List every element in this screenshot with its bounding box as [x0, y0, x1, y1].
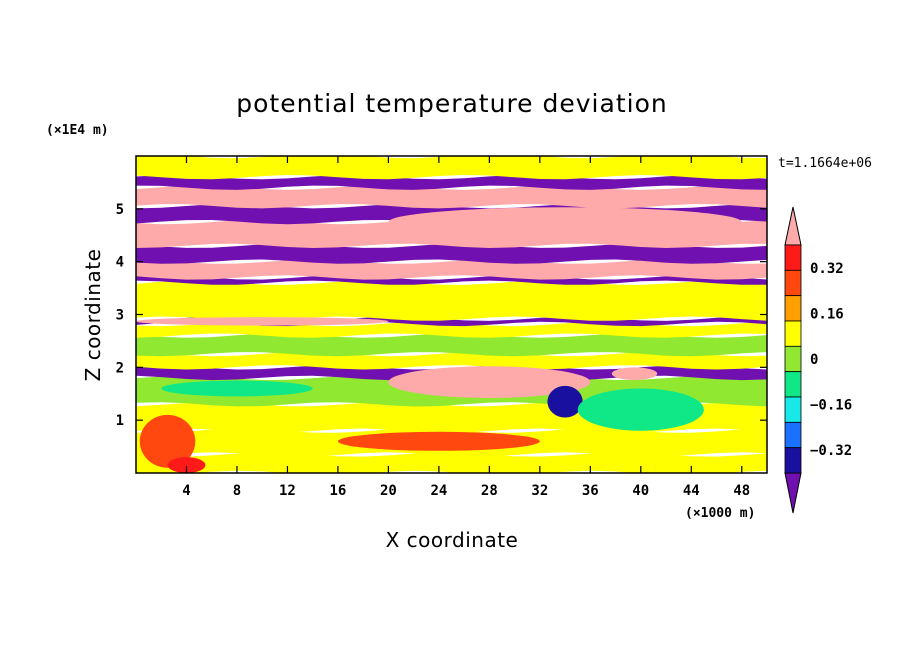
blue-patch — [547, 385, 583, 418]
x-tick-label: 32 — [531, 483, 548, 499]
contour-band — [136, 156, 767, 180]
x-axis-label: X coordinate — [386, 528, 519, 552]
colorbar-segment — [784, 295, 802, 322]
x-tick-label: 24 — [430, 483, 447, 499]
y-tick-label: 2 — [116, 360, 124, 376]
y-tick-label: 5 — [116, 202, 124, 218]
contour-band — [136, 259, 767, 280]
contour-band — [136, 280, 767, 321]
contour-band — [136, 352, 767, 370]
contour-band — [136, 185, 767, 209]
pink-band — [136, 317, 389, 326]
colorbar-segment — [784, 345, 802, 373]
x-tick-label: 16 — [329, 483, 346, 499]
x-axis-ticks: 4 8 12 16 20 24 28 32 36 40 44 48 — [182, 156, 750, 499]
colorbar: 0.32 0.16 0 −0.16 −0.32 — [784, 206, 852, 514]
x-tick-label: 48 — [733, 483, 750, 499]
x-tick-label: 40 — [632, 483, 649, 499]
colorbar-label: 0.16 — [810, 306, 844, 322]
colorbar-segment — [784, 244, 802, 271]
x-tick-label: 44 — [683, 483, 700, 499]
cyan-patch — [161, 380, 313, 397]
y-tick-label: 1 — [116, 413, 124, 429]
colorbar-segment — [784, 269, 802, 297]
x-unit-label: (×1000 m) — [685, 506, 755, 521]
cyan-patch — [577, 388, 704, 431]
plot-area — [136, 156, 767, 473]
orange-patch — [167, 457, 206, 473]
pink-blob — [388, 207, 742, 237]
pink-blob — [611, 367, 658, 381]
y-axis-label: Z coordinate — [81, 249, 105, 382]
colorbar-label: −0.32 — [810, 443, 852, 459]
x-tick-label: 4 — [182, 483, 190, 499]
colorbar-segment — [784, 396, 802, 423]
colorbar-label: 0.32 — [810, 261, 844, 277]
yellow-patch — [337, 431, 540, 451]
time-label: t=1.1664e+06 — [778, 156, 872, 171]
y-tick-label: 4 — [116, 255, 124, 271]
contour-band — [136, 452, 767, 473]
contour-band — [136, 333, 767, 357]
colorbar-label: −0.16 — [810, 398, 852, 414]
features-layer — [136, 207, 742, 473]
colorbar-bottom-arrow — [784, 472, 802, 514]
chart-title: potential temperature deviation — [236, 89, 667, 118]
colorbar-segment — [784, 421, 802, 449]
yellow-patch — [139, 414, 196, 468]
contour-band — [136, 243, 767, 264]
colorbar-top-arrow — [784, 206, 802, 246]
x-tick-label: 8 — [233, 483, 241, 499]
colorbar-segment — [784, 320, 802, 347]
y-tick-label: 3 — [116, 308, 124, 324]
colorbar-segment — [784, 447, 802, 474]
contour-band — [136, 321, 767, 338]
y-axis-ticks: 1 2 3 4 5 — [116, 202, 767, 429]
pink-blob — [388, 366, 591, 398]
colorbar-label: 0 — [810, 352, 818, 368]
contour-band — [136, 275, 767, 285]
x-tick-label: 20 — [380, 483, 397, 499]
x-tick-label: 12 — [279, 483, 296, 499]
colorbar-segment — [784, 371, 802, 398]
contour-band — [136, 175, 767, 190]
x-tick-label: 36 — [582, 483, 599, 499]
x-tick-label: 28 — [481, 483, 498, 499]
y-unit-label: (×1E4 m) — [46, 123, 109, 138]
